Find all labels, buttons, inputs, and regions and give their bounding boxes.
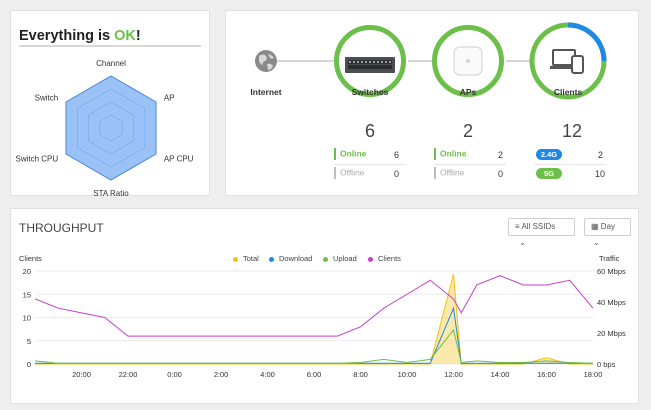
switches-online-label: Online <box>334 148 366 160</box>
ssid-filter-dropdown[interactable]: ≡ All SSIDs ⌄ <box>508 218 575 247</box>
switches-online-value: 6 <box>394 150 400 160</box>
chevron-down-icon: ⌄ <box>593 238 600 247</box>
clients-2g-arc <box>567 22 607 62</box>
radar-ring <box>99 114 123 142</box>
internet-label: Internet <box>250 87 282 97</box>
y-tick-label: 10 <box>23 314 31 323</box>
radar-labels: Channel AP AP CPU STA Ratio Switch CPU Switch <box>15 59 193 197</box>
series-line-total <box>35 273 593 365</box>
aps-node[interactable] <box>432 25 504 97</box>
y-tick-label: 15 <box>23 290 31 299</box>
radar-axis-label: Switch CPU <box>15 155 58 164</box>
series-line-upload <box>34 328 594 364</box>
radar-axis-label: STA Ratio <box>93 189 129 197</box>
y2-tick-label: 40 Mbps <box>597 298 626 307</box>
x-tick-label: 0:00 <box>167 370 182 379</box>
left-axis-title: Clients <box>19 254 42 263</box>
y2-tick-label: 60 Mbps <box>597 267 626 276</box>
clients-node[interactable] <box>527 20 609 102</box>
x-tick-label: 10:00 <box>398 370 417 379</box>
aps-offline-label: Offline <box>434 167 464 179</box>
y-tick-label: 5 <box>27 337 31 346</box>
radar-axis-label: Channel <box>96 59 126 68</box>
x-tick-label: 20:00 <box>72 370 91 379</box>
legend-dot <box>323 256 328 262</box>
y2-tick-label: 0 bps <box>597 360 616 369</box>
legend-total[interactable]: Total <box>233 254 259 263</box>
health-title: Everything is OK! <box>19 28 141 44</box>
x-tick-label: 6:00 <box>307 370 322 379</box>
access-point-icon <box>453 46 483 76</box>
x-tick-label: 8:00 <box>353 370 368 379</box>
legend-dot <box>233 256 238 262</box>
health-radar-chart: Channel AP AP CPU STA Ratio Switch CPU Switch <box>15 59 193 197</box>
aps-label: APs <box>459 87 477 97</box>
switches-label: Switches <box>351 87 389 97</box>
clients-label: Clients <box>553 87 583 97</box>
clients-count: 12 <box>561 121 583 141</box>
switches-offline-value: 0 <box>394 169 400 179</box>
y2-tick-label: 20 Mbps <box>597 329 626 338</box>
x-tick-label: 14:00 <box>491 370 510 379</box>
aps-online-value: 2 <box>498 150 504 160</box>
radar-axis-label: AP <box>164 94 175 103</box>
radar-axis-label: Switch <box>35 94 59 103</box>
throughput-chart: 20 15 10 5 0 60 Mbps 40 Mbps 20 Mbps 0 bps 20:00 2… <box>23 267 626 379</box>
divider <box>434 164 506 165</box>
aps-count: 2 <box>462 121 473 141</box>
legend-clients[interactable]: Clients <box>368 254 401 263</box>
time-range-dropdown[interactable]: ▦ Day ⌄ <box>584 218 631 247</box>
band-5g-badge: 5G <box>536 168 562 179</box>
x-tick-label: 4:00 <box>260 370 275 379</box>
aps-offline-value: 0 <box>498 169 504 179</box>
calendar-icon: ▦ <box>591 222 599 231</box>
x-tick-label: 18:00 <box>584 370 603 379</box>
health-divider <box>19 45 201 47</box>
chevron-down-icon: ⌄ <box>519 238 526 247</box>
x-tick-label: 22:00 <box>119 370 138 379</box>
series-area-total <box>35 274 593 364</box>
switches-offline-label: Offline <box>334 167 364 179</box>
divider <box>334 164 406 165</box>
x-tick-label: 12:00 <box>444 370 463 379</box>
throughput-panel: THROUGHPUT ≡ All SSIDs ⌄ ▦ Day ⌄ Clients… <box>10 208 639 404</box>
radar-ring <box>88 101 134 155</box>
legend-dot <box>368 256 373 262</box>
y-tick-label: 0 <box>27 360 31 369</box>
radar-ring <box>76 88 146 168</box>
throughput-title: THROUGHPUT <box>19 221 104 235</box>
right-axis-title: Traffic <box>599 254 620 263</box>
series-line-clients <box>34 275 594 337</box>
topology-panel: Internet Switches 6 Online 6 Offline 0 A… <box>225 10 639 196</box>
globe-icon <box>255 50 277 72</box>
legend-dot <box>269 256 274 262</box>
radar-area <box>65 75 157 181</box>
x-tick-label: 2:00 <box>214 370 229 379</box>
legend-download[interactable]: Download <box>269 254 312 263</box>
band-2g-badge: 2.4G <box>536 149 562 160</box>
clients-5g-value: 10 <box>595 169 606 179</box>
switches-count: 6 <box>364 121 375 141</box>
switch-icon <box>345 57 395 73</box>
topology-links <box>255 50 532 72</box>
wifi-icon: ≡ <box>515 222 520 231</box>
x-tick-label: 16:00 <box>537 370 556 379</box>
divider <box>534 164 606 165</box>
aps-online-label: Online <box>434 148 466 160</box>
devices-icon <box>550 49 584 74</box>
y-tick-label: 20 <box>23 267 31 276</box>
radar-axis-label: AP CPU <box>164 155 194 164</box>
clients-2g-value: 2 <box>598 150 604 160</box>
network-health-panel: Everything is OK! Channel AP AP CPU STA Rat… <box>10 10 210 197</box>
legend-upload[interactable]: Upload <box>323 254 357 263</box>
